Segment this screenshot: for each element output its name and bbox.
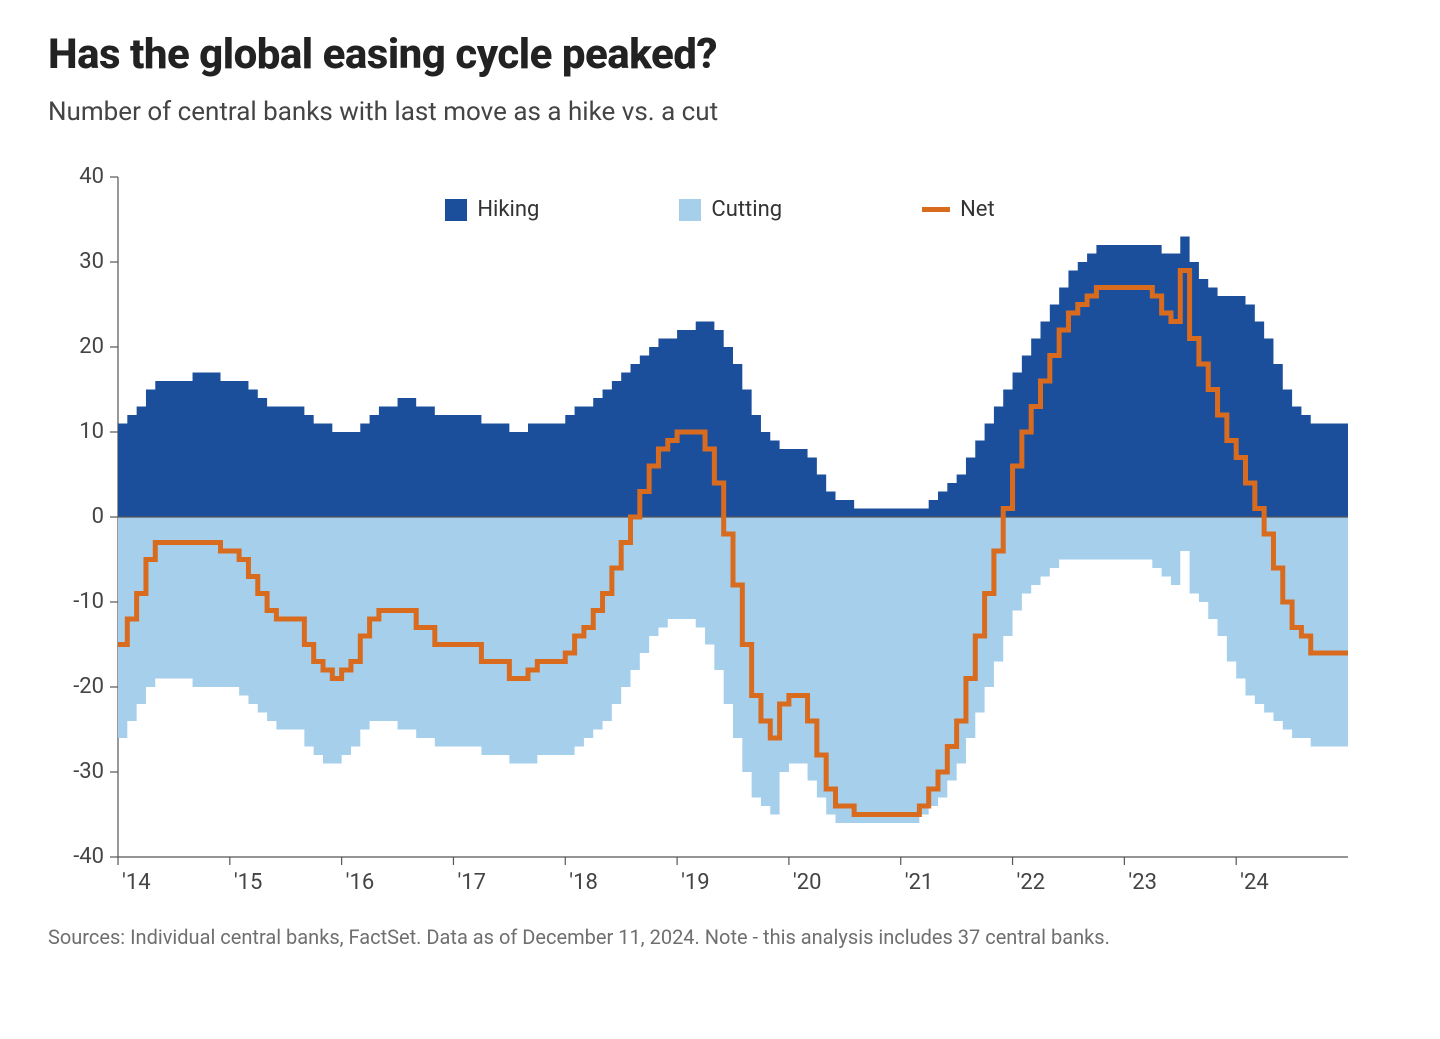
svg-text:10: 10 xyxy=(79,419,104,444)
svg-text:'24: '24 xyxy=(1240,870,1269,895)
svg-text:'23: '23 xyxy=(1128,870,1157,895)
chart-source: Sources: Individual central banks, FactS… xyxy=(48,925,1392,949)
svg-text:'19: '19 xyxy=(681,870,710,895)
svg-text:'22: '22 xyxy=(1017,870,1046,895)
svg-text:-20: -20 xyxy=(73,674,104,699)
svg-text:'18: '18 xyxy=(569,870,598,895)
svg-text:'17: '17 xyxy=(457,870,486,895)
page-root: Has the global easing cycle peaked? Numb… xyxy=(0,0,1440,1039)
svg-text:30: 30 xyxy=(79,249,104,274)
series-hiking-area xyxy=(118,237,1348,518)
svg-text:40: 40 xyxy=(79,167,104,189)
svg-text:20: 20 xyxy=(79,334,104,359)
svg-text:'21: '21 xyxy=(905,870,934,895)
svg-text:'15: '15 xyxy=(234,870,263,895)
chart-svg: -40 -30 -20 -10 0 10 20 30 40 '14 '15 '16 '17 '18 '19 '… xyxy=(48,167,1358,907)
chart-title: Has the global easing cycle peaked? xyxy=(48,30,1392,79)
chart-subtitle: Number of central banks with last move a… xyxy=(48,97,1392,127)
svg-text:'14: '14 xyxy=(122,870,151,895)
svg-text:0: 0 xyxy=(92,504,104,529)
svg-text:-30: -30 xyxy=(73,759,104,784)
svg-text:'20: '20 xyxy=(793,870,822,895)
svg-text:-10: -10 xyxy=(73,589,104,614)
svg-text:'16: '16 xyxy=(346,870,375,895)
svg-text:-40: -40 xyxy=(73,844,104,869)
chart-container: -40 -30 -20 -10 0 10 20 30 40 '14 '15 '16 '17 '18 '19 '… xyxy=(48,167,1392,911)
